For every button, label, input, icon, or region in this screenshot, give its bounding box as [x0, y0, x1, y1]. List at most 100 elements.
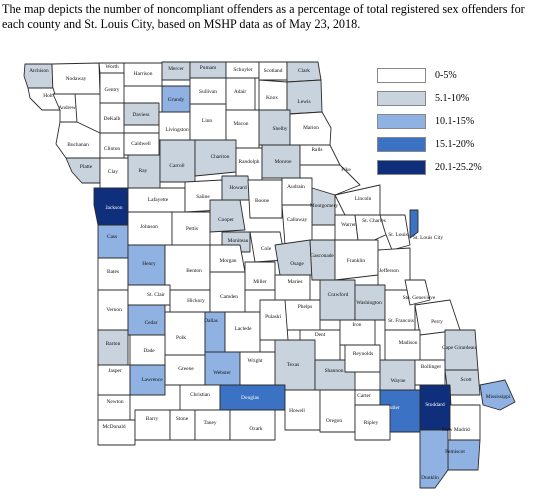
county-label: St. Charles [362, 218, 386, 224]
county-lawrence [129, 364, 166, 396]
county-label: Iron [353, 322, 362, 328]
county-label: Clark [298, 68, 310, 74]
county-label: St. Clair [147, 292, 165, 298]
county-label: Grundy [168, 97, 185, 103]
county-label: Audrain [287, 184, 305, 190]
county-label: Worth [105, 64, 119, 70]
county-label: Adair [234, 89, 246, 95]
legend-swatch [377, 160, 426, 175]
county-label: Lafayette [148, 196, 169, 203]
county-label: Cape Girardeau [442, 345, 476, 351]
legend-label: 0-5% [435, 70, 457, 81]
county-new-madrid [449, 404, 481, 441]
county-label: Buchanan [67, 142, 89, 148]
county-label: Wright [247, 358, 263, 364]
county-label: Warren [341, 222, 357, 228]
county-label: McDonald [102, 424, 125, 430]
legend-item: 0-5% [377, 64, 527, 87]
county-label: Texas [287, 362, 300, 368]
legend-item: 15.1-20% [377, 133, 527, 156]
legend-label: 20.1-25.2% [435, 162, 482, 173]
county-label: Perry [431, 319, 443, 325]
county-wright [239, 351, 276, 386]
county-label: Washington [356, 300, 382, 306]
county-label: Stone [176, 416, 189, 422]
county-label: Ste. Genevieve [403, 295, 436, 301]
county-label: St. Louis City [413, 235, 443, 241]
county-cass [97, 224, 129, 259]
county-label: Bates [107, 269, 119, 275]
county-pulaski [259, 299, 289, 341]
county-lewis [286, 79, 323, 115]
county-marion [289, 111, 332, 146]
county-label: Morgan [220, 258, 237, 264]
county-polk [164, 311, 206, 356]
county-label: Chariton [211, 154, 230, 160]
county-label: Carroll [169, 163, 185, 169]
county-label: Taney [203, 420, 216, 426]
county-label: Pettis [186, 226, 198, 232]
county-audrain [281, 177, 313, 206]
county-label: Ripley [364, 420, 379, 426]
county-miller [244, 261, 276, 291]
legend-swatch [377, 137, 426, 152]
county-label: Miller [253, 279, 267, 285]
county-label: Schuyler [233, 67, 252, 73]
legend-item: 20.1-25.2% [377, 156, 527, 179]
county-label: Lincoln [355, 196, 372, 202]
county-oregon [319, 389, 356, 433]
county-mississippi [479, 379, 516, 411]
county-camden [209, 271, 246, 313]
county-label: St. Francois [388, 318, 414, 324]
legend-swatch [377, 114, 426, 129]
county-st-louis [379, 214, 411, 251]
county-barry [134, 409, 171, 441]
county-label: Sullivan [199, 89, 217, 95]
county-label: Putnam [200, 65, 217, 71]
county-callaway [281, 204, 313, 246]
county-label: Pike [341, 167, 351, 173]
county-label: Reynolds [353, 351, 373, 357]
legend-swatch [377, 91, 426, 106]
county-wayne [379, 359, 416, 391]
county-livingston [158, 111, 191, 141]
legend-label: 15.1-20% [435, 139, 475, 150]
county-label: Oregon [326, 418, 342, 424]
county-label: Cooper [218, 217, 234, 223]
county-label: Linn [202, 118, 212, 124]
county-label: Vernon [106, 307, 122, 313]
county-label: Moniteau [228, 238, 249, 244]
county-label: Marion [303, 125, 319, 131]
county-label: Jackson [105, 205, 122, 211]
county-cooper [209, 199, 246, 233]
county-label: Bollinger [421, 364, 442, 370]
county-label: Mississippi [486, 394, 511, 400]
county-ripley [354, 404, 391, 441]
county-label: Ray [139, 168, 148, 174]
county-platte [65, 157, 101, 184]
county-label: Randolph [239, 159, 260, 165]
county-label: Scott [460, 377, 472, 383]
county-label: Livingston [165, 127, 189, 133]
county-carroll [159, 139, 196, 183]
county-label: Polk [176, 335, 186, 341]
county-pemiscot [447, 439, 481, 471]
county-stone [169, 409, 196, 441]
county-label: Daviess [132, 112, 149, 118]
county-label: Scotland [264, 68, 283, 74]
legend-swatch [377, 68, 426, 83]
county-label: Pemiscot [445, 449, 465, 455]
county-label: Gentry [105, 87, 120, 93]
county-ste-genevieve [404, 279, 431, 306]
county-label: Carter [357, 393, 371, 399]
county-label: Cole [261, 246, 272, 252]
county-crawford [319, 279, 356, 321]
county-label: Andrew [58, 105, 75, 111]
county-st-louis-city [409, 209, 419, 239]
county-barton [97, 329, 129, 366]
county-label: Pulaski [265, 314, 281, 320]
county-osage [274, 239, 313, 276]
county-label: Maries [288, 279, 303, 285]
county-label: Barton [106, 341, 121, 347]
